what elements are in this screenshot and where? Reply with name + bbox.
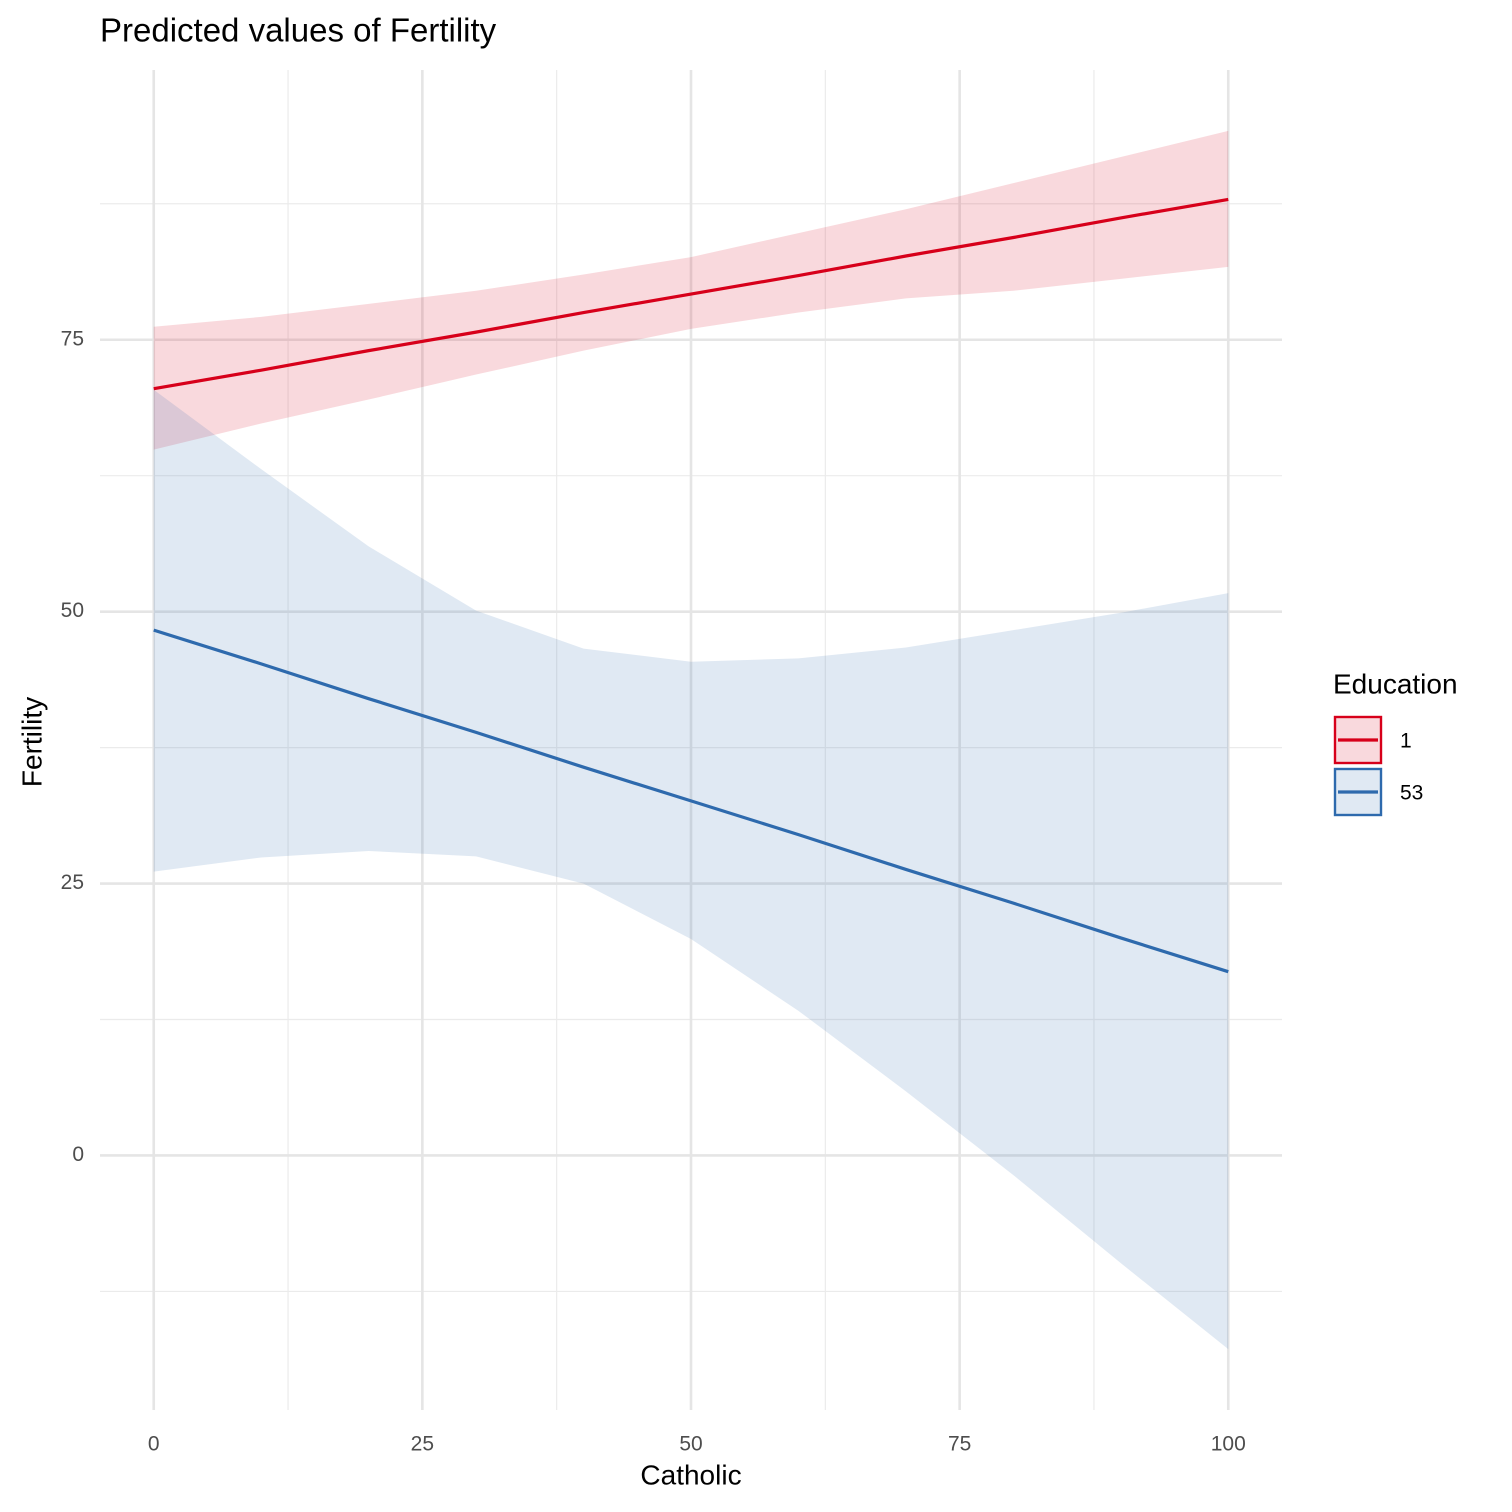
x-tick-label: 75 (948, 1433, 971, 1456)
x-tick-label: 25 (411, 1433, 434, 1456)
legend-title: Education (1333, 668, 1458, 699)
legend-label: 53 (1400, 782, 1423, 805)
legend-label: 1 (1400, 730, 1412, 753)
y-tick-label: 75 (61, 327, 84, 350)
y-axis-title: Fertility (16, 697, 47, 787)
confidence-band (153, 389, 1229, 1350)
x-tick-label: 50 (679, 1433, 702, 1456)
chart-title: Predicted values of Fertility (100, 12, 497, 49)
y-tick-label: 0 (72, 1143, 84, 1166)
x-tick-label: 0 (148, 1433, 160, 1456)
line (153, 628, 1229, 974)
x-tick-label: 100 (1211, 1433, 1246, 1456)
y-tick-label: 25 (61, 871, 84, 894)
line (153, 197, 1229, 391)
confidence-band (153, 130, 1229, 450)
y-tick-label: 50 (61, 599, 84, 622)
x-axis-title: Catholic (640, 1459, 741, 1490)
